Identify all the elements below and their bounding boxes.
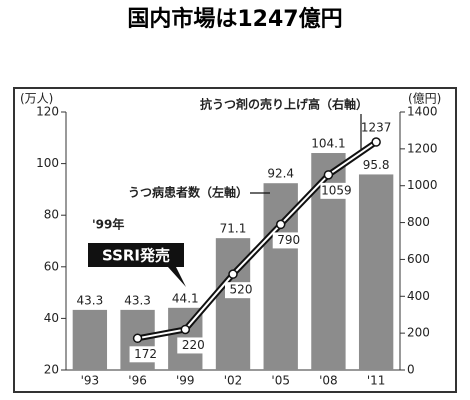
x-tick-label: '02: [224, 374, 243, 388]
line-value-label: 1059: [321, 183, 352, 197]
y2-tick-label: 1400: [407, 105, 438, 119]
frame: [13, 87, 457, 393]
bar-value-label: 44.1: [172, 291, 199, 305]
line-legend: 抗うつ剤の売り上げ高（右軸）: [200, 97, 368, 112]
line-value-label: 520: [230, 283, 253, 297]
y-tick-label: 60: [44, 259, 59, 273]
y-tick-label: 20: [44, 363, 59, 377]
x-tick-label: '08: [319, 374, 338, 388]
value-label-bg: [320, 182, 353, 199]
y2-tick-label: 600: [407, 252, 430, 266]
x-tick-label: '99: [176, 374, 195, 388]
y-axis-label: (万人): [20, 92, 53, 106]
bar-legend: うつ病患者数（左軸）: [128, 185, 248, 200]
y-tick-label: 120: [36, 105, 59, 119]
annotation: SSRI発売: [102, 247, 170, 265]
chart-title: 国内市場は1247億円: [127, 6, 342, 32]
y-tick-label: 80: [44, 208, 59, 222]
value-label-bg: [177, 337, 210, 354]
bar-value-label: 43.3: [124, 293, 151, 307]
line-point: [180, 324, 191, 335]
bar: [72, 309, 108, 370]
x-tick-label: '93: [81, 374, 100, 388]
y-tick-label: 40: [44, 311, 59, 325]
y2-tick-label: 800: [407, 215, 430, 229]
annotation-pointer: [168, 267, 186, 287]
value-label-bg: [129, 346, 162, 363]
bar-value-label: 92.4: [267, 167, 294, 181]
x-tick-label: '11: [367, 374, 386, 388]
value-label-bg: [272, 232, 305, 249]
y2-tick-label: 1000: [407, 178, 438, 192]
line-point: [228, 269, 238, 279]
annotation-box: [88, 243, 184, 267]
line-point: [275, 219, 286, 230]
bar-value-label: 95.8: [363, 158, 390, 172]
bar: [358, 174, 394, 370]
line-point: [132, 333, 143, 344]
y2-tick-label: 200: [407, 326, 430, 340]
y2-axis-label: (億円): [408, 92, 441, 106]
line-value-label: 1237: [361, 121, 392, 135]
line-point: [371, 137, 381, 147]
line-value-label: 790: [277, 233, 300, 247]
line-value-label: 220: [182, 338, 205, 352]
y2-tick-label: 400: [407, 289, 430, 303]
line-point: [323, 170, 334, 180]
bar-value-label: 104.1: [311, 137, 345, 151]
line-inner: [137, 141, 377, 340]
bar-value-label: 43.3: [76, 293, 103, 307]
y2-tick-label: 1200: [407, 141, 438, 155]
y-tick-label: 100: [36, 156, 59, 170]
x-tick-label: '05: [271, 374, 290, 388]
annotation: '99年: [92, 217, 124, 232]
bar-value-label: 71.1: [220, 222, 247, 236]
line-value-label: 172: [134, 347, 157, 361]
x-tick-label: '96: [128, 374, 147, 388]
value-label-bg: [225, 282, 257, 299]
y2-tick-label: 0: [407, 363, 415, 377]
